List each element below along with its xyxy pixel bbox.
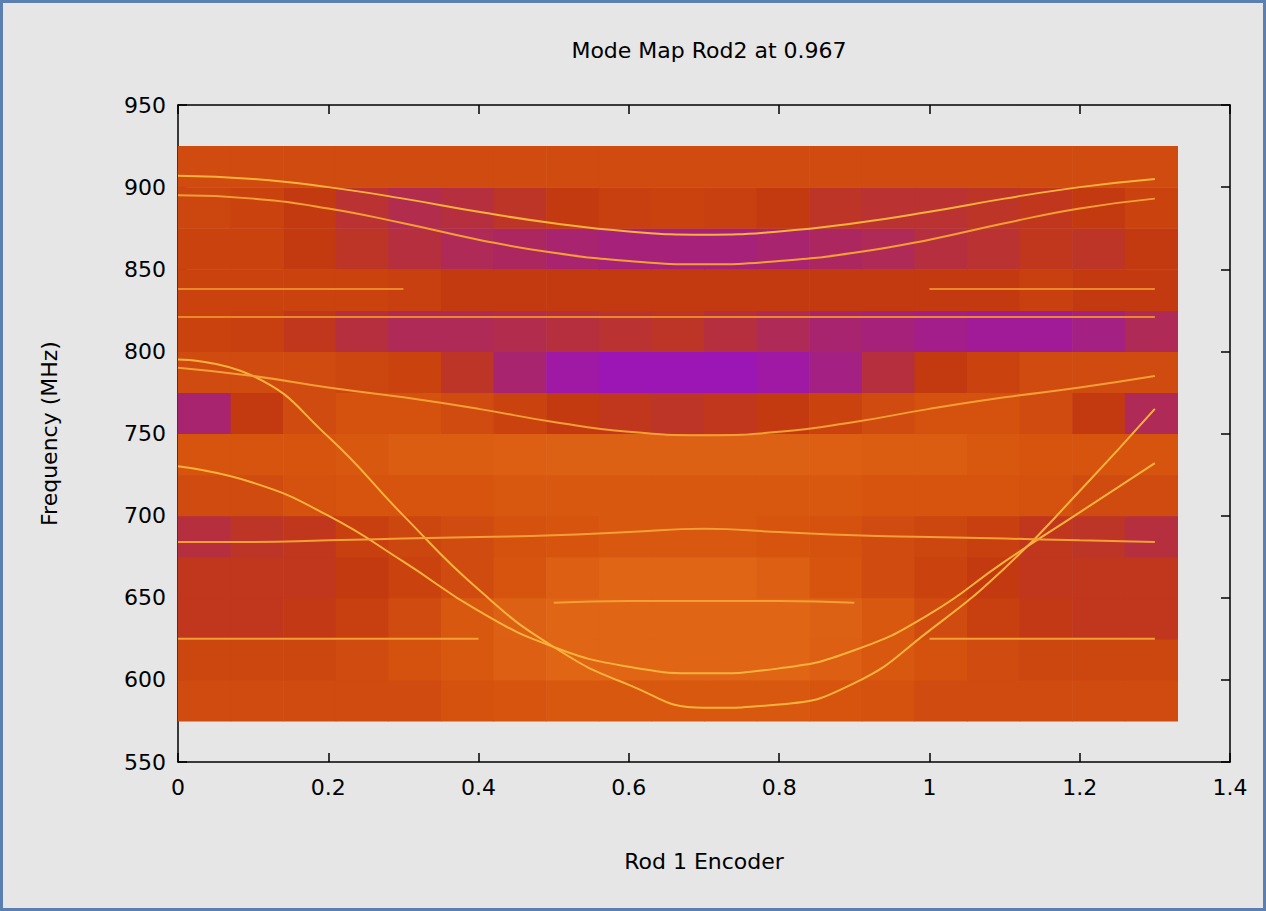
svg-text:850: 850: [124, 257, 166, 282]
svg-text:750: 750: [124, 421, 166, 446]
svg-text:0.8: 0.8: [762, 775, 797, 800]
svg-text:550: 550: [124, 750, 166, 775]
svg-text:1: 1: [922, 775, 936, 800]
svg-text:650: 650: [124, 585, 166, 610]
svg-text:0.6: 0.6: [611, 775, 646, 800]
svg-text:Rod 1 Encoder: Rod 1 Encoder: [624, 849, 785, 874]
svg-text:0.4: 0.4: [461, 775, 496, 800]
svg-text:600: 600: [124, 667, 166, 692]
svg-text:0.2: 0.2: [311, 775, 346, 800]
svg-text:700: 700: [124, 503, 166, 528]
svg-text:0: 0: [171, 775, 185, 800]
svg-text:1.2: 1.2: [1062, 775, 1097, 800]
svg-text:900: 900: [124, 175, 166, 200]
svg-text:Frequency (MHz): Frequency (MHz): [37, 341, 62, 526]
svg-text:950: 950: [124, 93, 166, 118]
svg-text:1.4: 1.4: [1213, 775, 1248, 800]
svg-text:800: 800: [124, 339, 166, 364]
svg-text:Mode Map Rod2 at 0.967: Mode Map Rod2 at 0.967: [571, 38, 846, 63]
